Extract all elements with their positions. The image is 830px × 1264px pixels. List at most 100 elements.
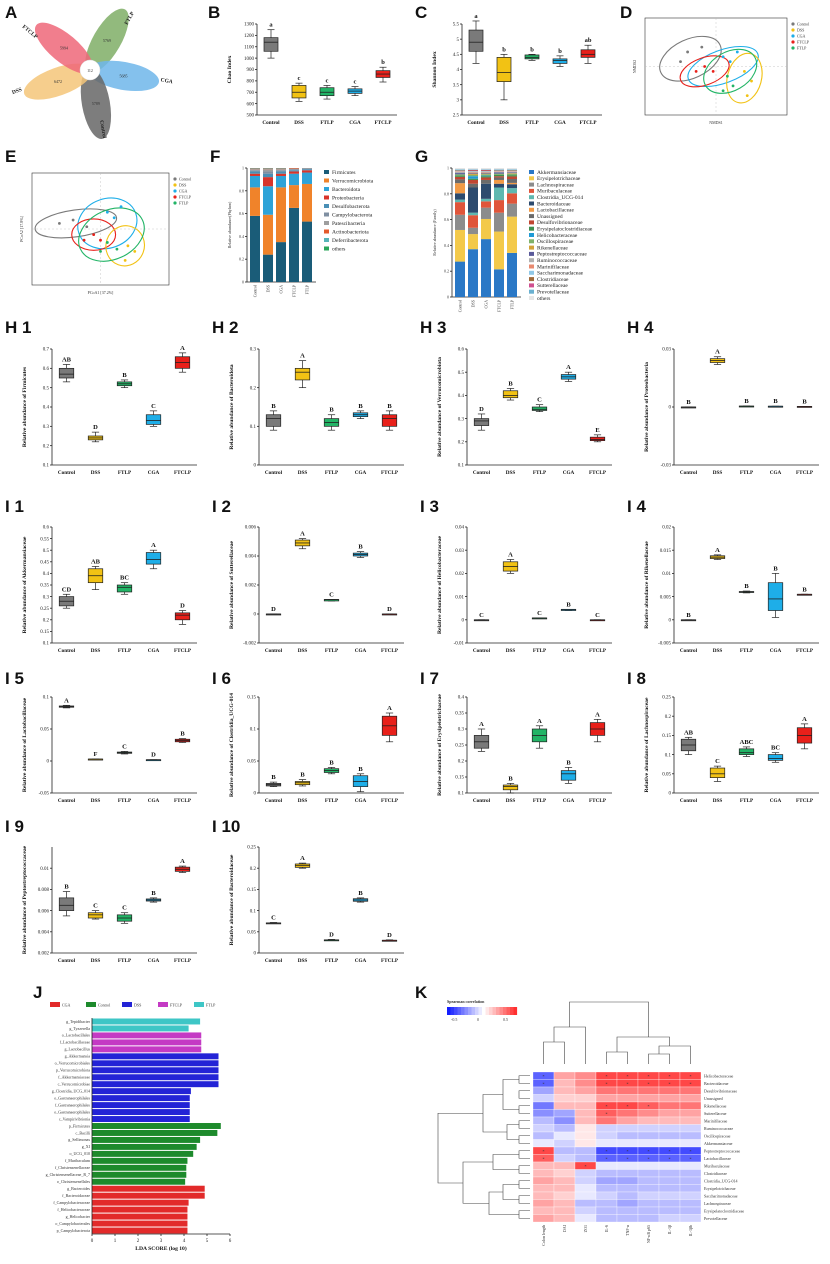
lda-bar [92,1067,219,1074]
heatmap-cell [595,1086,618,1095]
significance-letter: D [479,406,484,413]
sample-point [105,241,109,244]
y-tick-label: 0.01 [455,595,464,600]
heatmap-cell [532,1086,555,1095]
x-category-label: FTCLP [174,798,192,804]
heatmap-cell [574,1176,597,1185]
heatmap-row-label: Clostridiaceae [704,1171,727,1176]
y-tick-label: 0.01 [662,572,671,577]
legend-swatch [529,258,534,263]
significance-letter: A [387,705,392,712]
x-category-label: FTLP [325,798,339,804]
legend-gradient-step [475,1007,479,1015]
significance-letter: B [387,403,392,410]
heatmap-cell [595,1184,618,1193]
significance-letter: a [474,13,478,20]
legend-swatch [324,170,329,174]
heatmap-row-label: Lachnospiraceae [704,1201,731,1206]
y-tick-label: 4 [457,68,460,73]
x-category-label: Control [473,470,491,476]
significance-mark: * [648,1156,650,1161]
heatmap-row-label: Peptostreptococcaceae [704,1148,740,1153]
stack-segment [481,179,491,184]
stack-segment [494,177,504,180]
x-category-label: FTLP [325,958,339,964]
y-axis-label: Relative abundance of Peptostreptococcac… [22,845,28,954]
y-tick-label: 3.5 [453,83,460,88]
group-ellipse [659,35,722,82]
significance-letter: C [122,905,127,912]
lda-feature-label: o_UCG_010 [70,1151,90,1156]
legend-label: Unassigned [537,214,563,220]
heatmap-cell [658,1086,681,1095]
y-tick-label: 0.3 [458,728,465,733]
panel-label-i8: I 8 [627,669,646,688]
heatmap-cell [595,1116,618,1125]
significance-mark: * [627,1156,629,1161]
y-axis-label: Relative abundance of Clostridia_UCG-014 [229,693,235,797]
y-tick-label: 0 [254,464,257,469]
stack-segment [250,215,260,282]
y-tick-label: 0.002 [245,584,257,589]
x-category-label: FTCLP [381,648,399,654]
y-tick-label: 0.4 [458,696,465,701]
heatmap-cell [574,1169,597,1178]
heatmap-cell [595,1176,618,1185]
legend-label: Erysipelotrichaceae [537,176,581,182]
legend-marker [173,201,177,205]
y-axis-label: Relative abundance of Erysipelotrichacea… [437,694,443,796]
significance-letter: C [151,403,156,410]
stack-segment [289,168,299,170]
lda-bar [92,1206,188,1213]
legend-label: Helicobacteraceae [537,233,578,239]
stack-segment [481,177,491,180]
legend-swatch [529,283,534,288]
x-category-label: CGA [148,648,160,654]
lda-bar [92,1192,205,1199]
heatmap-cell [532,1094,555,1103]
y-tick-label: 0.2 [250,386,257,391]
heatmap-cell [574,1191,597,1200]
legend-title: Spearman correlation [447,999,485,1004]
y-axis-label: Relative abundance of Lachnospiraceae [644,697,650,792]
legend-gradient-step [464,1007,469,1015]
y-axis-label: Relative abundance of Lactobacillaceae [22,697,28,792]
significance-letter: C [537,397,542,404]
heatmap-cell [616,1139,639,1148]
heatmap-cell [679,1184,702,1193]
erysipelotrichaceae-boxplot: 0.1 0.15 0.2 0.25 0.3 0.35 0.4 Relative abundan… [437,694,612,804]
stack-segment [507,252,517,297]
legend-swatch [158,1002,168,1007]
box-cga [767,582,784,611]
legend-label: Control [179,177,192,182]
significance-letter: b [381,59,385,66]
x-tick-label: 0 [91,1239,94,1244]
y-tick-label: 0.005 [660,595,672,600]
box-cga [767,754,784,761]
legend-label: others [332,246,345,252]
heatmap-row-label: Ruminococcaceae [704,1126,733,1131]
lda-feature-label: p_Campylobacterota [57,1228,91,1233]
heatmap-cell [679,1214,702,1223]
heatmap-cell [658,1094,681,1103]
x-category-label: FTLP [118,958,132,964]
box-ftlp [524,54,540,60]
heatmap-cell [679,1124,702,1133]
legend-gradient-step [461,1007,465,1015]
lda-feature-label: f_Muribaculum [65,1158,91,1163]
y-tick-label: 0.2 [458,441,465,446]
heatmap-cell [532,1116,555,1125]
y-tick-label: 0.004 [38,931,50,936]
legend-tick: 0.5 [503,1017,508,1022]
sample-point [133,250,137,253]
y-tick-label: 0 [47,760,50,765]
x-category-label: Control [265,470,283,476]
row-dendrogram [437,1075,530,1219]
stack-segment [263,169,273,172]
sample-point [686,50,689,54]
y-tick-label: 0.8 [444,191,449,196]
legend-swatch [529,289,534,294]
legend-marker [791,28,795,32]
legend-swatch [324,195,329,200]
